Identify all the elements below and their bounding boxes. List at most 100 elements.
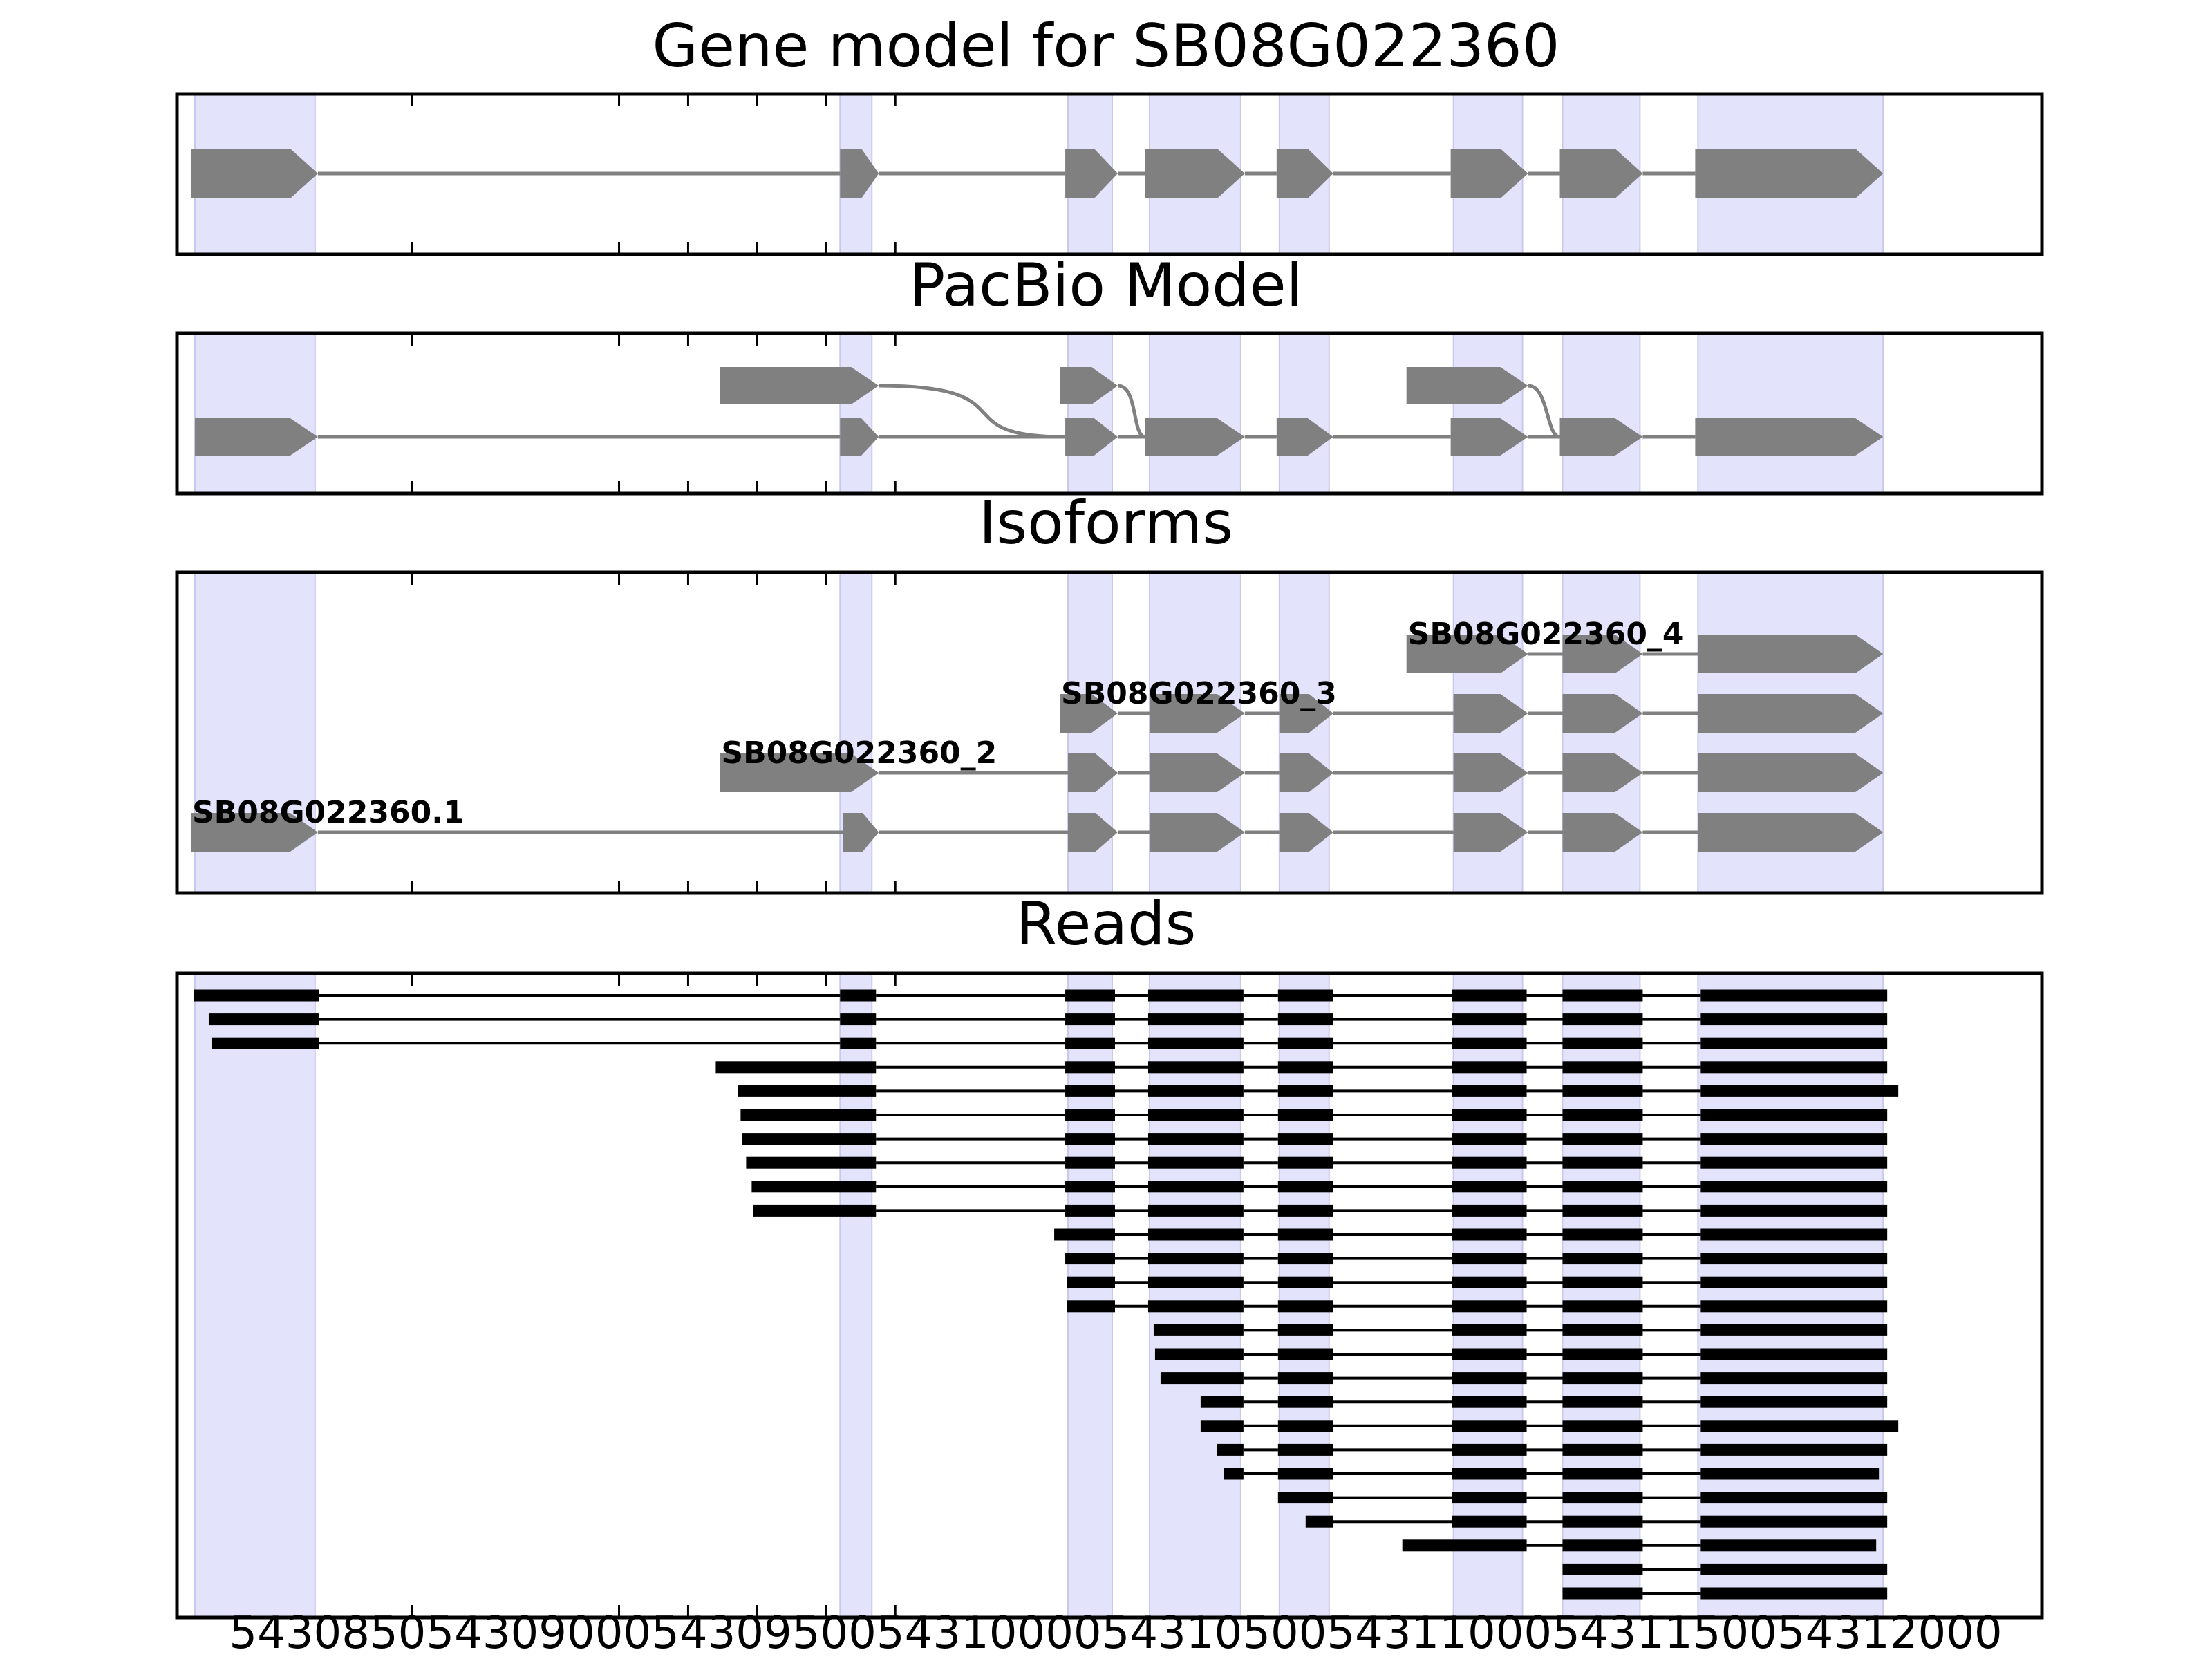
- read-row: [208, 1013, 1888, 1026]
- read-row: [1154, 1348, 1888, 1360]
- exon-region-shade: [194, 973, 316, 1618]
- read-block: [1277, 1253, 1333, 1265]
- read-block: [1562, 1109, 1643, 1121]
- read-block: [1700, 1468, 1880, 1480]
- read-block: [1562, 1372, 1643, 1385]
- read-block: [1147, 1133, 1244, 1145]
- read-block: [715, 1061, 877, 1074]
- read-block: [1277, 1109, 1333, 1121]
- exon-arrow: [194, 418, 318, 456]
- isoform-label: SB08G022360_2: [721, 735, 997, 771]
- read-block: [1562, 1156, 1643, 1169]
- exon-region-shade: [1148, 332, 1241, 494]
- panel-frame: [175, 92, 2044, 256]
- read-row: [1054, 1228, 1888, 1241]
- read-row: [740, 1109, 1888, 1121]
- isoform-label: SB08G022360_4: [1408, 617, 1684, 652]
- exon-arrow: [843, 813, 879, 852]
- read-row: [753, 1204, 1888, 1217]
- read-block: [1277, 1492, 1333, 1504]
- read-block: [840, 1013, 877, 1026]
- exon-region-shade: [839, 332, 873, 494]
- exon-region-shade: [1697, 973, 1884, 1618]
- exon-arrow: [190, 149, 318, 198]
- exon-region-shade: [1452, 332, 1524, 494]
- pacbio-title: PacBio Model: [909, 251, 1302, 320]
- exon-arrow: [1068, 813, 1118, 852]
- read-block: [1562, 1204, 1643, 1217]
- read-block: [1700, 1276, 1888, 1288]
- exon-arrow: [1559, 418, 1643, 456]
- isoform-label: SB08G022360_3: [1061, 676, 1337, 711]
- read-block: [1277, 1396, 1333, 1408]
- exon-arrow: [1559, 149, 1643, 198]
- read-block: [1147, 1109, 1244, 1121]
- read-block: [1147, 1037, 1244, 1049]
- read-block: [1147, 1228, 1244, 1241]
- read-block: [1562, 1276, 1643, 1288]
- read-row: [1067, 1276, 1888, 1288]
- exon-arrow: [1562, 813, 1643, 852]
- read-block: [1700, 1443, 1888, 1456]
- read-block: [1562, 1396, 1643, 1408]
- read-block: [1452, 1324, 1527, 1336]
- read-block: [1700, 1133, 1888, 1145]
- read-block: [1562, 1228, 1643, 1241]
- read-block: [1277, 1420, 1333, 1432]
- read-block: [1452, 1372, 1527, 1385]
- read-block: [1452, 1492, 1527, 1504]
- read-block: [1305, 1515, 1333, 1528]
- read-block: [840, 1037, 877, 1049]
- read-block: [1277, 1204, 1333, 1217]
- read-row: [715, 1061, 1888, 1074]
- read-block: [1200, 1420, 1244, 1432]
- read-block: [1402, 1539, 1527, 1552]
- read-block: [1065, 1109, 1115, 1121]
- read-block: [1562, 1563, 1643, 1575]
- read-block: [1562, 1181, 1643, 1193]
- read-block: [1452, 1156, 1527, 1169]
- exon-arrow: [1562, 694, 1643, 733]
- read-block: [1700, 1492, 1888, 1504]
- gene-model-panel: [175, 92, 2044, 256]
- read-block: [1065, 1204, 1115, 1217]
- read-row: [1065, 1253, 1888, 1265]
- read-row: [738, 1085, 1899, 1097]
- read-row: [1224, 1468, 1880, 1480]
- read-block: [1452, 1348, 1527, 1360]
- read-block: [193, 989, 319, 1002]
- panel-frame: [175, 570, 2044, 895]
- read-block: [1277, 1085, 1333, 1097]
- read-block: [1277, 1013, 1333, 1026]
- read-block: [1562, 1492, 1643, 1504]
- read-block: [1452, 1300, 1527, 1313]
- read-block: [1452, 1085, 1527, 1097]
- exon-region-shade: [1067, 332, 1113, 494]
- read-block: [1700, 1181, 1888, 1193]
- read-block: [1277, 1443, 1333, 1456]
- read-block: [1065, 989, 1115, 1002]
- read-row: [742, 1133, 1888, 1145]
- read-block: [1452, 1133, 1527, 1145]
- read-block: [1452, 989, 1527, 1002]
- read-block: [1700, 1109, 1888, 1121]
- isoform-label: SB08G022360.1: [192, 795, 465, 830]
- exon-arrow: [1406, 635, 1528, 673]
- exon-arrow: [190, 813, 318, 852]
- exon-arrow: [840, 418, 879, 456]
- read-block: [1153, 1324, 1244, 1336]
- exon-arrow: [1276, 418, 1333, 456]
- read-block: [1452, 1181, 1527, 1193]
- exon-arrow: [1145, 149, 1245, 198]
- read-row: [751, 1181, 1888, 1193]
- read-block: [1452, 1515, 1527, 1528]
- read-block: [740, 1109, 877, 1121]
- read-block: [1147, 1253, 1244, 1265]
- gene-model-title: Gene model for SB08G022360: [653, 12, 1560, 81]
- exon-region-shade: [1278, 332, 1330, 494]
- read-block: [1452, 1420, 1527, 1432]
- read-block: [1452, 1276, 1527, 1288]
- read-block: [1065, 1037, 1115, 1049]
- read-block: [1277, 1156, 1333, 1169]
- exon-arrow: [1453, 753, 1528, 792]
